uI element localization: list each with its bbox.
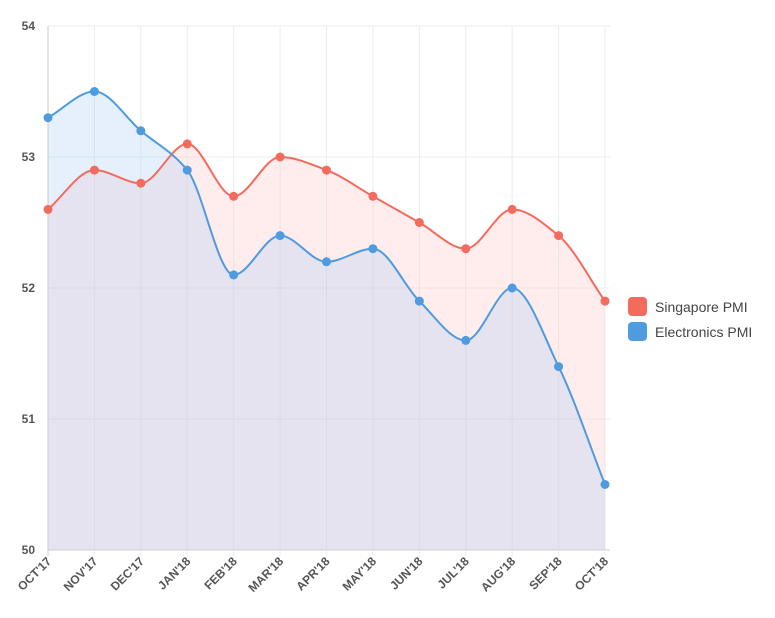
x-tick-label: OCT'17 bbox=[15, 554, 54, 593]
point-singapore-pmi-10[interactable] bbox=[507, 204, 517, 214]
point-singapore-pmi-7[interactable] bbox=[368, 191, 378, 201]
point-electronics-pmi-3[interactable] bbox=[182, 165, 192, 175]
point-singapore-pmi-3[interactable] bbox=[182, 139, 192, 149]
x-tick-label: SEP'18 bbox=[526, 554, 565, 593]
series-areas bbox=[48, 91, 605, 550]
point-singapore-pmi-12[interactable] bbox=[600, 296, 610, 306]
point-singapore-pmi-0[interactable] bbox=[43, 204, 53, 214]
point-electronics-pmi-10[interactable] bbox=[507, 283, 517, 293]
x-axis: OCT'17 NOV'17 DEC'17 JAN'18 FEB'18 MAR'18 APR'… bbox=[15, 554, 611, 595]
point-electronics-pmi-1[interactable] bbox=[89, 87, 99, 96]
area-electronics-pmi bbox=[48, 91, 605, 550]
point-electronics-pmi-8[interactable] bbox=[414, 296, 424, 306]
y-tick-label: 54 bbox=[22, 19, 36, 33]
point-electronics-pmi-12[interactable] bbox=[600, 480, 610, 489]
legend-label-singapore-pmi: Singapore PMI bbox=[655, 298, 748, 315]
x-tick-label: NOV'17 bbox=[61, 554, 101, 594]
point-singapore-pmi-11[interactable] bbox=[554, 231, 564, 241]
legend-swatch-singapore-pmi bbox=[628, 297, 647, 316]
point-electronics-pmi-4[interactable] bbox=[229, 270, 239, 280]
area-singapore-pmi bbox=[48, 143, 605, 550]
x-tick-label: OCT'18 bbox=[572, 554, 611, 593]
point-singapore-pmi-6[interactable] bbox=[322, 165, 331, 175]
line-electronics-pmi bbox=[47, 90, 606, 485]
x-tick-label: JAN'18 bbox=[155, 554, 194, 593]
point-singapore-pmi-8[interactable] bbox=[414, 218, 424, 227]
point-electronics-pmi-5[interactable] bbox=[275, 231, 285, 241]
y-tick-label: 53 bbox=[22, 150, 36, 164]
legend: Singapore PMI Electronics PMI bbox=[628, 294, 752, 344]
y-tick-label: 51 bbox=[22, 412, 36, 426]
point-electronics-pmi-0[interactable] bbox=[43, 113, 53, 123]
legend-swatch-electronics-pmi bbox=[628, 322, 647, 341]
legend-label-electronics-pmi: Electronics PMI bbox=[655, 323, 753, 340]
y-tick-label: 52 bbox=[22, 281, 36, 295]
x-tick-label: JUL'18 bbox=[434, 554, 472, 592]
x-tick-label: MAY'18 bbox=[340, 554, 380, 594]
x-tick-label: DEC'17 bbox=[108, 554, 148, 594]
x-tick-label: JUN'18 bbox=[387, 554, 426, 593]
series-points bbox=[43, 87, 610, 489]
point-singapore-pmi-4[interactable] bbox=[229, 191, 239, 201]
point-electronics-pmi-2[interactable] bbox=[136, 126, 146, 136]
x-tick-label: MAR'18 bbox=[246, 554, 287, 595]
legend-item-singapore-pmi[interactable]: Singapore PMI bbox=[628, 294, 752, 319]
point-electronics-pmi-11[interactable] bbox=[554, 362, 564, 372]
x-tick-label: APR'18 bbox=[293, 554, 333, 594]
x-tick-label: AUG'18 bbox=[478, 554, 518, 594]
point-electronics-pmi-9[interactable] bbox=[461, 335, 471, 345]
point-singapore-pmi-5[interactable] bbox=[275, 152, 285, 162]
x-tick-label: FEB'18 bbox=[201, 554, 240, 593]
point-singapore-pmi-1[interactable] bbox=[89, 165, 99, 175]
point-electronics-pmi-6[interactable] bbox=[322, 257, 331, 267]
legend-item-electronics-pmi[interactable]: Electronics PMI bbox=[628, 319, 752, 344]
point-electronics-pmi-7[interactable] bbox=[368, 244, 378, 254]
point-singapore-pmi-9[interactable] bbox=[461, 244, 471, 254]
point-singapore-pmi-2[interactable] bbox=[136, 178, 146, 188]
y-tick-label: 50 bbox=[22, 543, 36, 557]
y-axis: 50 51 52 53 54 bbox=[22, 19, 36, 557]
